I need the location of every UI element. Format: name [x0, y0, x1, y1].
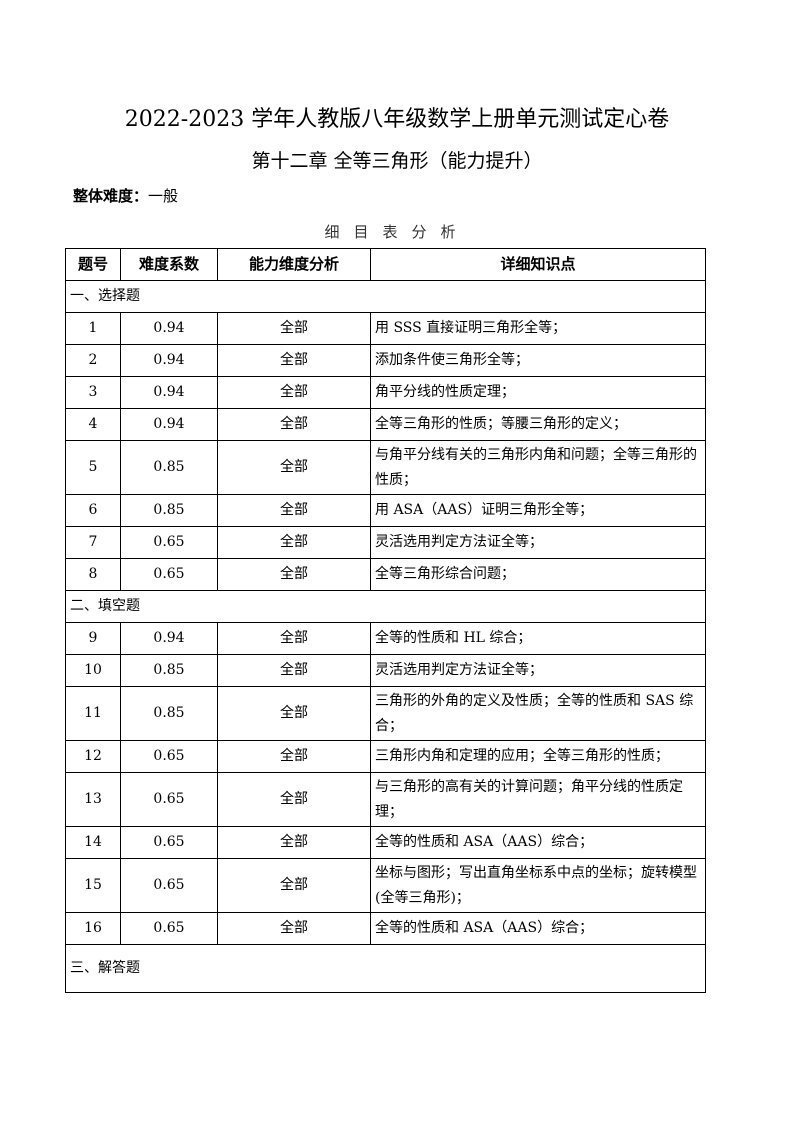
- table-row: 5 0.85 全部 与角平分线有关的三角形内角和问题；全等三角形的性质；: [65, 440, 706, 495]
- section-row: 三、解答题: [65, 944, 706, 993]
- ability-dimension: 全部: [217, 622, 371, 655]
- knowledge-points: 用 SSS 直接证明三角形全等；: [370, 312, 706, 345]
- difficulty-coef: 0.65: [120, 858, 218, 913]
- header-knowledge-points: 详细知识点: [370, 248, 706, 281]
- difficulty-value: 一般: [148, 187, 179, 205]
- question-no: 11: [65, 686, 121, 741]
- ability-dimension: 全部: [217, 526, 371, 559]
- difficulty-coef: 0.85: [120, 686, 218, 741]
- difficulty-coef: 0.65: [120, 826, 218, 859]
- difficulty-coef: 0.94: [120, 376, 218, 409]
- knowledge-points: 灵活选用判定方法证全等；: [370, 654, 706, 687]
- ability-dimension: 全部: [217, 858, 371, 913]
- question-no: 4: [65, 408, 121, 441]
- knowledge-points: 用 ASA（AAS）证明三角形全等；: [370, 494, 706, 527]
- table-row: 11 0.85 全部 三角形的外角的定义及性质；全等的性质和 SAS 综合；: [65, 686, 706, 741]
- overall-difficulty: 整体难度：一般: [73, 185, 178, 206]
- ability-dimension: 全部: [217, 494, 371, 527]
- ability-dimension: 全部: [217, 740, 371, 773]
- ability-dimension: 全部: [217, 772, 371, 827]
- knowledge-points: 与三角形的高有关的计算问题；角平分线的性质定理；: [370, 772, 706, 827]
- ability-dimension: 全部: [217, 686, 371, 741]
- question-no: 1: [65, 312, 121, 345]
- question-no: 5: [65, 440, 121, 495]
- section-title: 一、选择题: [65, 280, 706, 313]
- difficulty-coef: 0.65: [120, 772, 218, 827]
- table-caption: 细目表分析: [324, 223, 470, 241]
- table-row: 12 0.65 全部 三角形内角和定理的应用；全等三角形的性质；: [65, 740, 706, 773]
- section-row: 二、填空题: [65, 590, 706, 623]
- difficulty-coef: 0.65: [120, 526, 218, 559]
- table-row: 7 0.65 全部 灵活选用判定方法证全等；: [65, 526, 706, 559]
- difficulty-coef: 0.65: [120, 912, 218, 945]
- knowledge-points: 灵活选用判定方法证全等；: [370, 526, 706, 559]
- difficulty-label: 整体难度：: [73, 187, 149, 205]
- table-row: 15 0.65 全部 坐标与图形；写出直角坐标系中点的坐标；旋转模型(全等三角形)；: [65, 858, 706, 913]
- header-difficulty-coef: 难度系数: [120, 248, 218, 281]
- question-no: 16: [65, 912, 121, 945]
- difficulty-coef: 0.94: [120, 312, 218, 345]
- knowledge-points: 添加条件使三角形全等；: [370, 344, 706, 377]
- knowledge-points: 全等三角形综合问题；: [370, 558, 706, 591]
- difficulty-coef: 0.65: [120, 558, 218, 591]
- difficulty-coef: 0.85: [120, 494, 218, 527]
- table-row: 3 0.94 全部 角平分线的性质定理；: [65, 376, 706, 409]
- table-row: 6 0.85 全部用 ASA（AAS）证明三角形全等；: [65, 494, 706, 527]
- question-no: 14: [65, 826, 121, 859]
- ability-dimension: 全部: [217, 826, 371, 859]
- knowledge-points: 全等三角形的性质；等腰三角形的定义；: [370, 408, 706, 441]
- knowledge-points: 全等的性质和 ASA（AAS）综合；: [370, 912, 706, 945]
- table-row: 13 0.65 全部 与三角形的高有关的计算问题；角平分线的性质定理；: [65, 772, 706, 827]
- question-no: 13: [65, 772, 121, 827]
- section-title: 二、填空题: [65, 590, 706, 623]
- table-header-row: 题号 难度系数 能力维度分析 详细知识点: [65, 248, 706, 281]
- question-no: 15: [65, 858, 121, 913]
- question-no: 7: [65, 526, 121, 559]
- difficulty-coef: 0.85: [120, 440, 218, 495]
- question-no: 3: [65, 376, 121, 409]
- knowledge-points: 角平分线的性质定理；: [370, 376, 706, 409]
- table-row: 1 0.94 全部用 SSS 直接证明三角形全等；: [65, 312, 706, 345]
- question-no: 12: [65, 740, 121, 773]
- ability-dimension: 全部: [217, 912, 371, 945]
- knowledge-points: 三角形内角和定理的应用；全等三角形的性质；: [370, 740, 706, 773]
- ability-dimension: 全部: [217, 408, 371, 441]
- header-ability-dimension: 能力维度分析: [217, 248, 371, 281]
- table-row: 8 0.65 全部 全等三角形综合问题；: [65, 558, 706, 591]
- table-row: 14 0.65 全部 全等的性质和 ASA（AAS）综合；: [65, 826, 706, 859]
- question-no: 6: [65, 494, 121, 527]
- header-question-no: 题号: [65, 248, 121, 281]
- table-row: 10 0.85 全部 灵活选用判定方法证全等；: [65, 654, 706, 687]
- ability-dimension: 全部: [217, 376, 371, 409]
- section-title: 三、解答题: [65, 944, 706, 993]
- difficulty-coef: 0.94: [120, 344, 218, 377]
- ability-dimension: 全部: [217, 558, 371, 591]
- difficulty-coef: 0.85: [120, 654, 218, 687]
- knowledge-points: 坐标与图形；写出直角坐标系中点的坐标；旋转模型(全等三角形)；: [370, 858, 706, 913]
- table-row: 2 0.94 全部 添加条件使三角形全等；: [65, 344, 706, 377]
- knowledge-points: 三角形的外角的定义及性质；全等的性质和 SAS 综合；: [370, 686, 706, 741]
- document-title: 2022-2023 学年人教版八年级数学上册单元测试定心卷: [124, 107, 670, 132]
- analysis-table: 题号 难度系数 能力维度分析 详细知识点 一、选择题 1 0.94 全部用 SSS 直…: [65, 248, 706, 993]
- ability-dimension: 全部: [217, 312, 371, 345]
- question-no: 10: [65, 654, 121, 687]
- document-subtitle: 第十二章 全等三角形（能力提升）: [251, 150, 543, 172]
- table-row: 9 0.94 全部 全等的性质和 HL 综合；: [65, 622, 706, 655]
- question-no: 2: [65, 344, 121, 377]
- difficulty-coef: 0.94: [120, 408, 218, 441]
- section-row: 一、选择题: [65, 280, 706, 313]
- knowledge-points: 全等的性质和 ASA（AAS）综合；: [370, 826, 706, 859]
- ability-dimension: 全部: [217, 344, 371, 377]
- question-no: 8: [65, 558, 121, 591]
- table-row: 16 0.65 全部 全等的性质和 ASA（AAS）综合；: [65, 912, 706, 945]
- knowledge-points: 全等的性质和 HL 综合；: [370, 622, 706, 655]
- knowledge-points: 与角平分线有关的三角形内角和问题；全等三角形的性质；: [370, 440, 706, 495]
- difficulty-coef: 0.94: [120, 622, 218, 655]
- ability-dimension: 全部: [217, 440, 371, 495]
- question-no: 9: [65, 622, 121, 655]
- ability-dimension: 全部: [217, 654, 371, 687]
- table-row: 4 0.94 全部 全等三角形的性质；等腰三角形的定义；: [65, 408, 706, 441]
- difficulty-coef: 0.65: [120, 740, 218, 773]
